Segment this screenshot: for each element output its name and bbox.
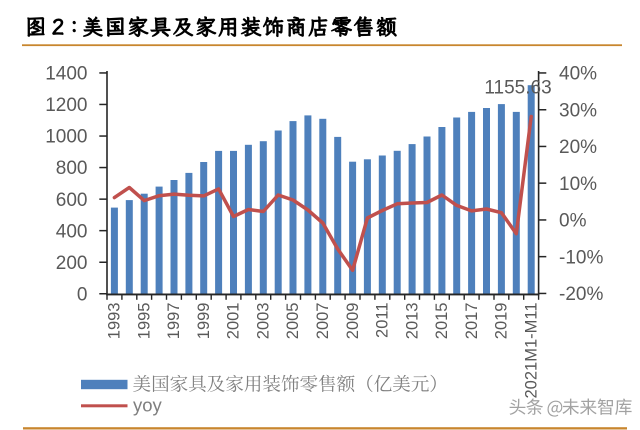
- svg-text:1995: 1995: [135, 303, 153, 340]
- svg-text:1400: 1400: [45, 64, 87, 85]
- svg-text:2009: 2009: [344, 303, 362, 340]
- svg-text:2007: 2007: [314, 303, 332, 340]
- svg-text:2001: 2001: [225, 303, 243, 340]
- svg-text:-10%: -10%: [559, 247, 603, 268]
- svg-text:10%: 10%: [559, 174, 597, 195]
- svg-text:800: 800: [56, 158, 88, 179]
- svg-text:2013: 2013: [403, 303, 421, 340]
- svg-text:20%: 20%: [559, 137, 597, 158]
- svg-text:40%: 40%: [559, 64, 597, 85]
- svg-text:1997: 1997: [165, 303, 183, 340]
- svg-text:2015: 2015: [433, 303, 451, 340]
- svg-text:1999: 1999: [195, 303, 213, 340]
- svg-text:2005: 2005: [284, 303, 302, 340]
- svg-text:1200: 1200: [45, 95, 87, 116]
- svg-text:yoy: yoy: [133, 395, 163, 416]
- svg-text:2003: 2003: [255, 303, 273, 340]
- svg-text:-20%: -20%: [559, 284, 603, 305]
- svg-text:0%: 0%: [559, 211, 587, 232]
- svg-text:2011: 2011: [374, 303, 392, 338]
- svg-text:1000: 1000: [45, 127, 87, 148]
- svg-text:2019: 2019: [493, 303, 511, 340]
- svg-text:400: 400: [56, 221, 88, 242]
- svg-text:600: 600: [56, 190, 88, 211]
- svg-text:0: 0: [77, 284, 88, 305]
- svg-text:200: 200: [56, 253, 88, 274]
- svg-text:30%: 30%: [559, 100, 597, 121]
- svg-text:2017: 2017: [463, 303, 481, 340]
- svg-text:2021M1-M11: 2021M1-M11: [522, 303, 540, 399]
- svg-text:1155.63: 1155.63: [484, 78, 551, 99]
- svg-text:1993: 1993: [106, 303, 124, 340]
